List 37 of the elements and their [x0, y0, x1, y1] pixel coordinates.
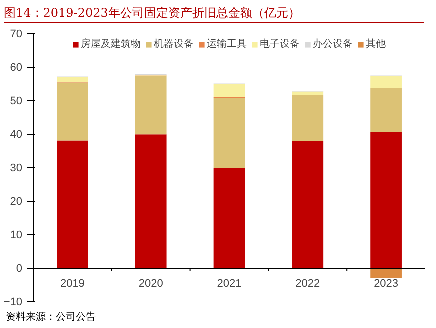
- legend-label: 其他: [366, 38, 386, 51]
- bar: [370, 132, 402, 268]
- bar: [57, 140, 88, 268]
- bar: [214, 168, 246, 268]
- bar: [292, 141, 324, 268]
- x-tick-label: 2022: [296, 278, 320, 290]
- y-tick-label: 50: [10, 96, 23, 108]
- bar: [135, 76, 167, 135]
- y-tick-label: 0: [16, 263, 23, 275]
- chart-title: 图14：2019-2023年公司固定资产折旧总金额（亿元）: [4, 5, 300, 22]
- y-tick-label: 30: [10, 162, 23, 174]
- bar: [370, 76, 402, 88]
- text: 资料来源：公司公告: [6, 311, 96, 325]
- legend-label: 办公设备: [313, 38, 353, 51]
- bar: [57, 82, 88, 141]
- y-tick-label: 70: [10, 28, 23, 40]
- legend-label: 运输工具: [207, 38, 247, 51]
- bar: [214, 84, 246, 98]
- y-tick-label: −10: [4, 296, 23, 308]
- y-tick-label: 10: [10, 230, 23, 242]
- bar: [292, 92, 324, 96]
- x-tick-label: 2019: [60, 278, 85, 290]
- x-tick-label: 2021: [217, 278, 242, 290]
- y-tick-label: 60: [10, 62, 23, 74]
- bar: [370, 88, 402, 132]
- legend-label: 电子设备: [260, 38, 300, 51]
- x-tick-label: 2023: [374, 278, 399, 290]
- y-tick-label: 20: [10, 196, 23, 208]
- legend-label: 房屋及建筑物: [81, 38, 141, 51]
- x-tick-label: 2020: [138, 278, 164, 290]
- bar: [370, 268, 402, 278]
- legend-label: 机器设备: [154, 38, 194, 51]
- y-tick-label: 40: [10, 129, 23, 141]
- bar: [214, 98, 246, 169]
- bar: [57, 77, 88, 82]
- bar: [292, 95, 324, 142]
- bar: [135, 134, 167, 268]
